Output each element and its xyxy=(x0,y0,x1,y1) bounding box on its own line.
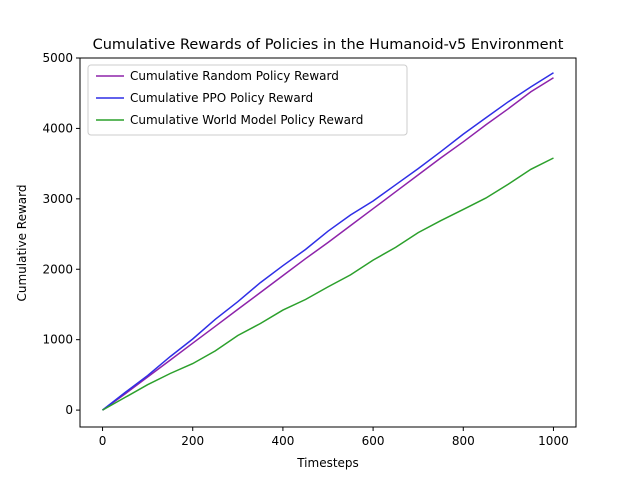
y-tick-label: 0 xyxy=(65,403,73,417)
legend-label-3: Cumulative World Model Policy Reward xyxy=(130,113,363,127)
y-axis: 0 1000 2000 3000 4000 5000 xyxy=(42,51,80,417)
y-tick-label: 4000 xyxy=(42,121,73,135)
y-tick-label: 5000 xyxy=(42,51,73,65)
x-tick-label: 600 xyxy=(362,434,385,448)
chart-title: Cumulative Rewards of Policies in the Hu… xyxy=(93,37,564,53)
y-tick-label: 1000 xyxy=(42,333,73,347)
legend-box xyxy=(87,64,408,136)
series-line-3 xyxy=(102,157,554,411)
legend: Cumulative Random Policy Reward Cumulativ… xyxy=(87,64,408,136)
x-tick-label: 200 xyxy=(181,434,204,448)
x-axis-label: Timesteps xyxy=(296,456,359,470)
y-tick-label: 2000 xyxy=(42,262,73,276)
y-tick-label: 3000 xyxy=(42,192,73,206)
plot-frame xyxy=(79,57,577,428)
legend-label-1: Cumulative Random Policy Reward xyxy=(130,69,339,83)
y-axis-label: Cumulative Reward xyxy=(15,185,29,302)
x-axis: 0 200 400 600 800 1000 xyxy=(99,427,569,448)
x-tick-label: 1000 xyxy=(538,434,569,448)
x-tick-label: 0 xyxy=(99,434,107,448)
series-line-2 xyxy=(102,72,554,411)
series-line-1 xyxy=(102,77,554,411)
legend-label-2: Cumulative PPO Policy Reward xyxy=(130,91,313,105)
x-tick-label: 800 xyxy=(452,434,475,448)
x-tick-label: 400 xyxy=(271,434,294,448)
plot-lines xyxy=(102,72,554,411)
